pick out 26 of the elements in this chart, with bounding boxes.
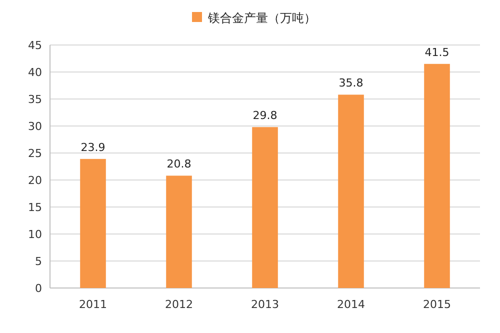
y-tick-label: 20 [28,174,42,187]
y-tick-label: 40 [28,66,42,79]
bar [252,127,278,288]
y-tick-label: 30 [28,120,42,133]
y-tick-label: 45 [28,39,42,52]
legend-label: 镁合金产量（万吨） [207,11,316,25]
y-tick-label: 25 [28,147,42,160]
bar [80,158,106,288]
data-label: 35.8 [338,76,364,90]
data-label: 29.8 [252,109,278,122]
x-tick-label: 2015 [423,298,451,311]
x-tick-label: 2013 [251,298,279,311]
x-tick-label: 2012 [165,298,193,311]
y-tick-label: 0 [35,282,42,295]
data-label: 20.8 [166,158,192,171]
data-label: 41.5 [424,46,450,59]
y-tick-label: 10 [28,228,42,241]
x-tick-label: 2011 [79,298,107,311]
x-tick-label: 2014 [337,298,365,311]
bar [166,176,192,288]
bar [424,64,450,288]
bar [338,94,364,288]
y-tick-label: 5 [35,255,42,268]
data-label: 23.9 [80,140,106,154]
y-tick-label: 15 [28,201,42,214]
y-tick-label: 35 [28,93,42,106]
